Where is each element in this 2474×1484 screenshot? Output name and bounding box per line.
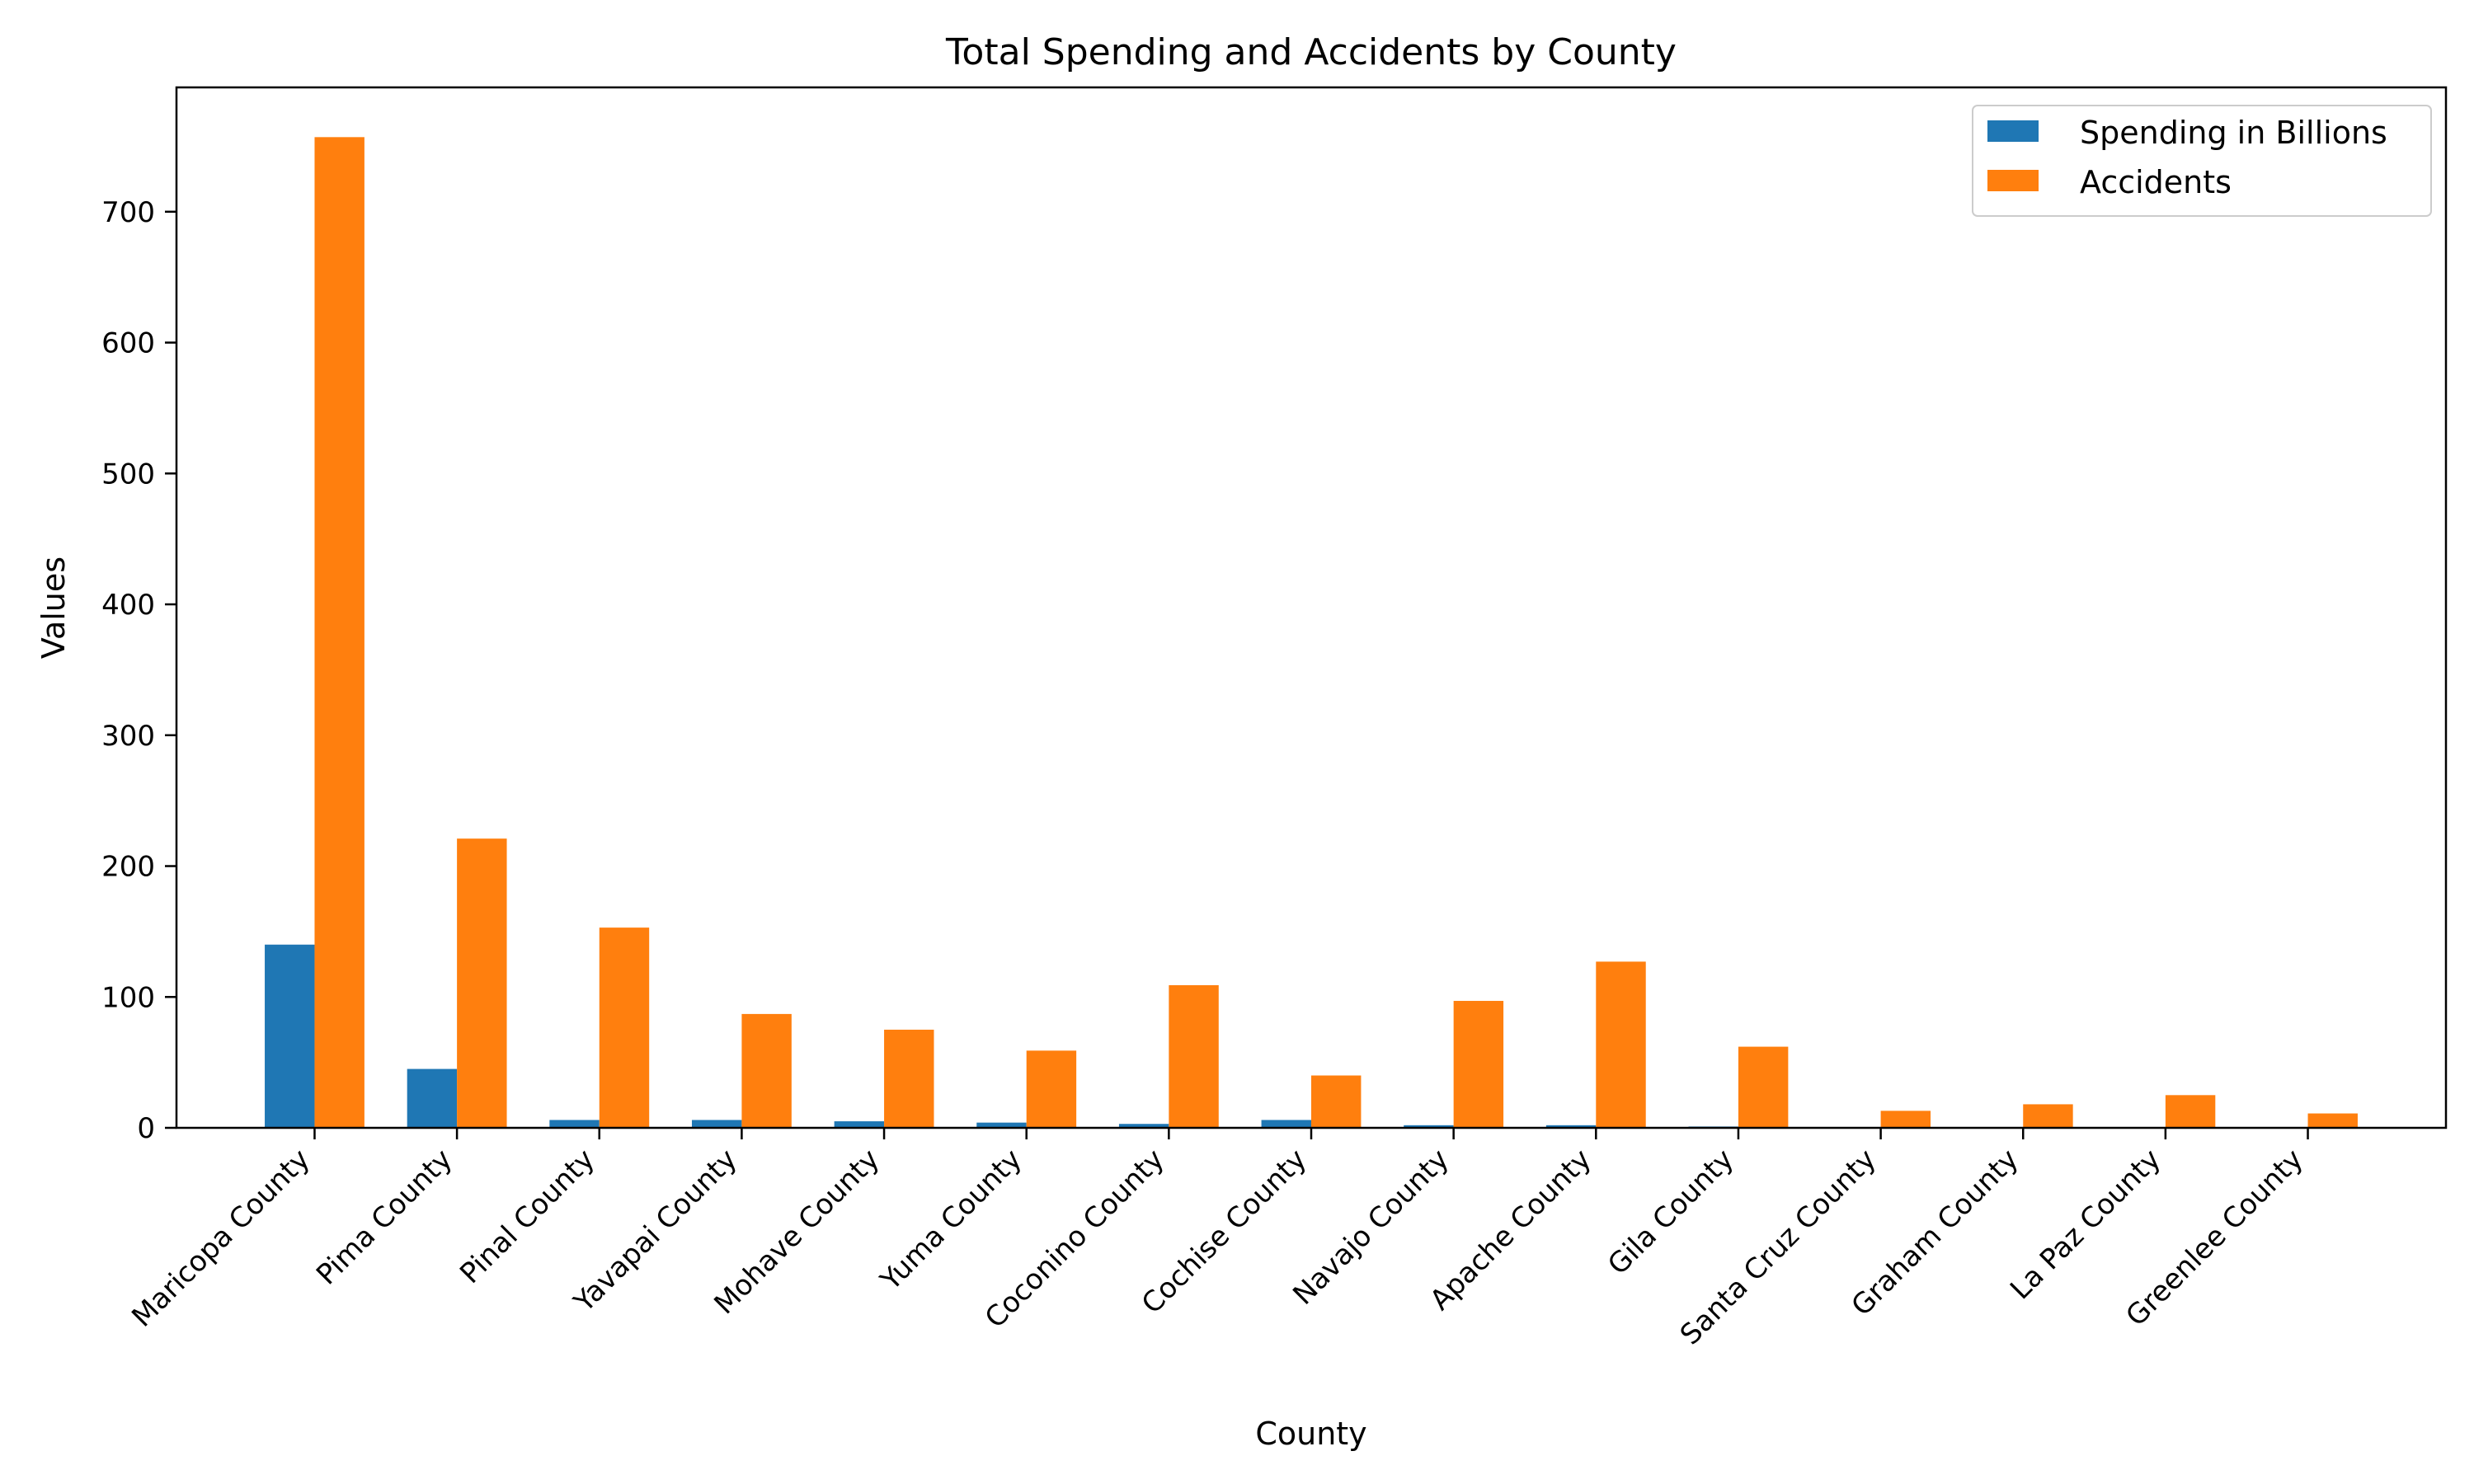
bar-spending-in-billions-yuma-county <box>976 1122 1027 1128</box>
bar-accidents-maricopa-county <box>314 137 365 1128</box>
legend-label-spending: Spending in Billions <box>2080 115 2387 151</box>
bar-spending-in-billions-apache-county <box>1545 1125 1597 1128</box>
bar-spending-in-billions-yavapai-county <box>691 1120 742 1128</box>
legend-box <box>1972 105 2432 217</box>
y-axis-label: Values <box>35 556 72 659</box>
legend-swatch-accidents <box>1987 170 2039 191</box>
bar-accidents-gila-county <box>1738 1046 1789 1128</box>
bars <box>265 137 2358 1128</box>
y-tick-label-200: 200 <box>101 851 155 884</box>
legend: Spending in Billions Accidents <box>1972 105 2432 217</box>
y-axis: 0 100 200 300 400 500 600 700 <box>101 196 176 1145</box>
bar-accidents-greenlee-county <box>2307 1113 2358 1128</box>
legend-label-accidents: Accidents <box>2080 164 2232 200</box>
y-tick-label-0: 0 <box>137 1112 155 1145</box>
bar-spending-in-billions-coconino-county <box>1118 1124 1169 1128</box>
bar-spending-in-billions-pinal-county <box>549 1120 600 1128</box>
chart-title: Total Spending and Accidents by County <box>945 31 1677 73</box>
bar-accidents-mohave-county <box>884 1029 934 1128</box>
bar-accidents-navajo-county <box>1453 1001 1504 1128</box>
bar-spending-in-billions-mohave-county <box>834 1121 885 1128</box>
bar-accidents-apache-county <box>1596 961 1646 1128</box>
bar-accidents-santa-cruz-county <box>1880 1111 1931 1128</box>
bar-accidents-coconino-county <box>1169 984 1219 1128</box>
y-tick-label-300: 300 <box>101 720 155 753</box>
bar-accidents-la-paz-county <box>2165 1095 2216 1128</box>
bar-spending-in-billions-navajo-county <box>1404 1125 1454 1128</box>
y-tick-label-400: 400 <box>101 589 155 622</box>
bar-accidents-yuma-county <box>1026 1050 1077 1128</box>
legend-swatch-spending <box>1987 120 2039 142</box>
y-tick-label-700: 700 <box>101 196 155 229</box>
bar-spending-in-billions-pima-county <box>407 1068 458 1128</box>
y-tick-label-600: 600 <box>101 327 155 360</box>
bar-spending-in-billions-maricopa-county <box>265 944 315 1128</box>
bar-accidents-graham-county <box>2023 1104 2073 1128</box>
bar-spending-in-billions-cochise-county <box>1261 1120 1311 1128</box>
plot-frame <box>175 86 2448 1129</box>
bar-accidents-cochise-county <box>1311 1075 1362 1128</box>
x-axis-label: County <box>1255 1416 1366 1452</box>
bar-accidents-pima-county <box>457 838 507 1128</box>
y-tick-label-100: 100 <box>101 981 155 1014</box>
y-tick-label-500: 500 <box>101 458 155 491</box>
bar-accidents-yavapai-county <box>741 1013 792 1128</box>
bar-accidents-pinal-county <box>599 928 650 1128</box>
